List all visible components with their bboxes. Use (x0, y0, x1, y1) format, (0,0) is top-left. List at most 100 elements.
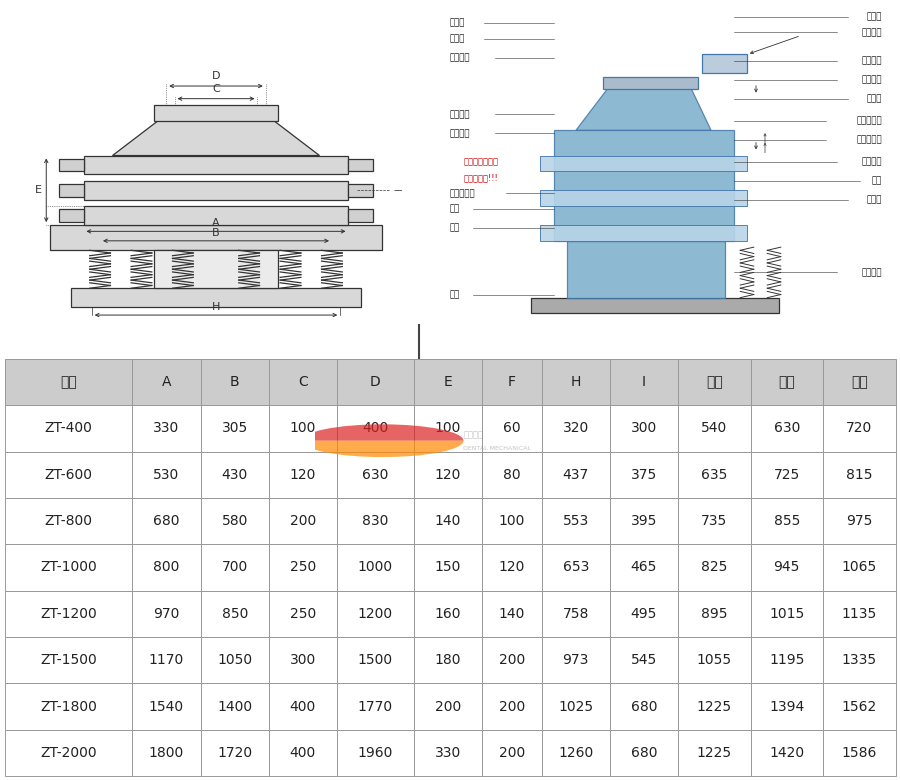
Text: ZT-1800: ZT-1800 (40, 700, 97, 714)
Bar (482, 590, 542, 637)
Bar (531, 298, 778, 314)
Text: 545: 545 (631, 653, 657, 667)
Bar (337, 405, 414, 452)
Bar (610, 359, 678, 405)
Text: 200: 200 (290, 514, 316, 528)
Text: 180: 180 (435, 653, 461, 667)
Text: 653: 653 (562, 561, 589, 574)
Text: 160: 160 (435, 607, 461, 621)
Text: C: C (298, 375, 308, 389)
Bar (823, 590, 896, 637)
Bar (58, 158, 84, 172)
Bar (678, 544, 751, 590)
Bar (542, 452, 610, 498)
Text: 辅助筛网: 辅助筛网 (861, 56, 882, 66)
Text: D: D (212, 71, 220, 81)
Bar (4, 544, 132, 590)
Bar (702, 55, 747, 73)
Text: E: E (444, 375, 452, 389)
Text: B: B (212, 228, 220, 238)
Text: 680: 680 (631, 746, 657, 760)
Bar (567, 241, 724, 298)
Text: D: D (370, 375, 381, 389)
Bar (201, 730, 269, 776)
Bar (269, 405, 337, 452)
Text: 1335: 1335 (842, 653, 877, 667)
Text: 973: 973 (562, 653, 589, 667)
Text: 140: 140 (435, 514, 461, 528)
Bar (348, 158, 374, 172)
Bar (269, 637, 337, 683)
Text: 弹簧: 弹簧 (450, 224, 460, 232)
Bar (603, 76, 698, 89)
Bar (751, 359, 823, 405)
Bar (482, 405, 542, 452)
Text: 底座: 底座 (450, 290, 460, 299)
Bar (482, 730, 542, 776)
Bar (751, 683, 823, 730)
Text: 运输用固定螺栓: 运输用固定螺栓 (464, 158, 499, 166)
Text: 1065: 1065 (842, 561, 877, 574)
Bar (540, 155, 747, 172)
Text: 外形尺寸图: 外形尺寸图 (171, 332, 225, 350)
Bar (84, 181, 348, 200)
Text: 级外重锤板: 级外重锤板 (857, 135, 882, 144)
Bar (201, 683, 269, 730)
Bar (542, 405, 610, 452)
Text: 100: 100 (435, 421, 461, 435)
Text: 防尘盖: 防尘盖 (450, 19, 465, 27)
Text: 型号: 型号 (60, 375, 76, 389)
Text: 1055: 1055 (697, 653, 732, 667)
Text: 下部重锤: 下部重锤 (861, 268, 882, 277)
Text: 825: 825 (701, 561, 727, 574)
Bar (154, 105, 278, 121)
Bar (201, 544, 269, 590)
Text: B: B (230, 375, 239, 389)
Bar (610, 683, 678, 730)
Text: 进料口: 进料口 (867, 12, 882, 21)
Bar (201, 452, 269, 498)
Bar (678, 730, 751, 776)
Bar (610, 544, 678, 590)
Bar (4, 452, 132, 498)
Text: 1260: 1260 (558, 746, 593, 760)
Text: E: E (34, 186, 41, 195)
Text: 1200: 1200 (358, 607, 393, 621)
Text: 465: 465 (631, 561, 657, 574)
Text: 680: 680 (153, 514, 180, 528)
Text: 上部重锤: 上部重锤 (861, 158, 882, 166)
Bar (751, 730, 823, 776)
Text: 振体: 振体 (872, 176, 882, 186)
Text: 筛网法兰: 筛网法兰 (861, 75, 882, 84)
Text: 305: 305 (221, 421, 248, 435)
Bar (201, 637, 269, 683)
Bar (337, 498, 414, 544)
Bar (751, 498, 823, 544)
Bar (610, 590, 678, 637)
Text: 200: 200 (499, 653, 525, 667)
Text: 200: 200 (499, 700, 525, 714)
Bar (610, 498, 678, 544)
Bar (751, 405, 823, 452)
Text: 553: 553 (562, 514, 589, 528)
Bar (542, 590, 610, 637)
Bar (414, 683, 482, 730)
Bar (132, 683, 201, 730)
Text: ZT-600: ZT-600 (44, 468, 93, 482)
Bar (610, 452, 678, 498)
Bar (823, 405, 896, 452)
Text: 1025: 1025 (558, 700, 593, 714)
Text: 375: 375 (631, 468, 657, 482)
Bar (4, 359, 132, 405)
Text: 橡胶球: 橡胶球 (867, 94, 882, 103)
Bar (414, 359, 482, 405)
Text: 945: 945 (774, 561, 800, 574)
Text: 330: 330 (153, 421, 180, 435)
Text: 300: 300 (290, 653, 316, 667)
Bar (84, 155, 348, 175)
Bar (337, 359, 414, 405)
Text: 630: 630 (362, 468, 389, 482)
Polygon shape (112, 115, 320, 155)
Bar (610, 730, 678, 776)
Bar (414, 544, 482, 590)
